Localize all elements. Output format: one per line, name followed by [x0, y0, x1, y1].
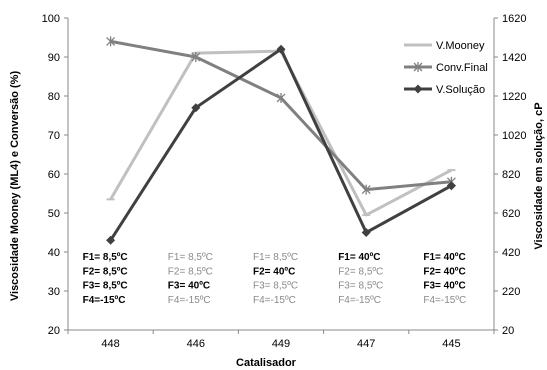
point-marker [106, 36, 116, 47]
point-marker [361, 228, 371, 237]
point-marker [446, 181, 456, 191]
legend-item: V.Mooney [404, 40, 485, 52]
annotation-text: F4=-15ºC [423, 295, 466, 306]
legend: V.Mooney Conv.Final V.Solução [404, 40, 488, 96]
annotation-text: F3= 8,5ºC [253, 281, 298, 292]
legend-item: Conv.Final [404, 62, 488, 74]
x-tick-label: 449 [272, 338, 290, 350]
point-marker [413, 62, 423, 72]
annotation-text: F1= 40ºC [338, 252, 380, 263]
point-marker [276, 44, 286, 54]
y-left-tick-label: 30 [48, 286, 60, 298]
y-right-tick-label: 1020 [502, 130, 526, 142]
point-marker [276, 92, 286, 103]
annotation-text: F3= 40ºC [168, 281, 210, 292]
annotation-text: F1= 8,5ºC [168, 252, 213, 263]
annotation-text: F3= 40ºC [423, 281, 465, 292]
annotation-text: F2= 8,5ºC [83, 266, 128, 277]
y-right-tick-label: 1420 [502, 52, 526, 64]
y-left-tick-label: 50 [48, 208, 60, 220]
y-left-tick-label: 80 [48, 91, 60, 103]
legend-label: V.Mooney [436, 40, 485, 52]
legend-item: V.Solução [404, 84, 485, 96]
x-tick-label: 446 [187, 338, 205, 350]
axes: 20 30 40 50 60 70 80 90 100 20 220 420 620 820 1020 122… [42, 13, 527, 350]
y-right-tick-label: 820 [502, 169, 520, 181]
series-v-mooney [106, 49, 456, 217]
y-right-tick-label: 620 [502, 208, 520, 220]
point-marker [106, 235, 116, 245]
annotation-text: F4=-15ºC [168, 295, 211, 306]
point-marker [191, 52, 201, 62]
annotation-text: F4=-15ºC [253, 295, 296, 306]
annotation-text: F3= 8,5ºC [83, 281, 128, 292]
y-right-tick-label: 1220 [502, 91, 526, 103]
y-right-tick-label: 1620 [502, 13, 526, 25]
point-marker [191, 103, 201, 113]
x-axis-label: Catalisador [236, 357, 297, 369]
x-tick-label: 447 [357, 338, 375, 350]
y-right-tick-label: 420 [502, 247, 520, 259]
series-line [110, 39, 452, 192]
annotation-text: F2= 8,5ºC [338, 266, 383, 277]
legend-label: V.Solução [436, 84, 485, 96]
x-tick-label: 448 [101, 338, 119, 350]
series-line [109, 47, 453, 242]
annotation-text: F2= 40ºC [423, 266, 465, 277]
y-right-tick-label: 220 [502, 286, 520, 298]
annotation-text: F1= 8,5ºC [253, 252, 298, 263]
y-left-tick-label: 100 [42, 13, 60, 25]
legend-label: Conv.Final [436, 62, 488, 74]
y-axis-left-label: Viscosidade Mooney (ML4) e Conversão (%) [9, 71, 21, 302]
annotation-text: F3= 8,5ºC [338, 281, 383, 292]
annotation-text: F1= 40ºC [423, 252, 465, 263]
annotations: F1= 8,5ºC F2= 8,5ºC F3= 8,5ºC F4=-15ºC F1= 8… [83, 252, 467, 306]
series [106, 36, 456, 245]
annotation-text: F4=-15ºC [83, 295, 126, 306]
point-marker [413, 84, 423, 94]
series-line [109, 49, 453, 217]
annotation-text: F2= 8,5ºC [168, 266, 213, 277]
y-left-tick-label: 90 [48, 52, 60, 64]
y-left-tick-label: 20 [48, 325, 60, 337]
y-left-tick-label: 60 [48, 169, 60, 181]
annotation-text: F2= 40ºC [253, 266, 295, 277]
y-left-tick-label: 70 [48, 130, 60, 142]
point-marker [361, 184, 371, 195]
annotation-text: F4=-15ºC [338, 295, 381, 306]
series-v-solucao [106, 44, 456, 245]
annotation-text: F1= 8,5ºC [83, 252, 128, 263]
y-axis-right-label: Viscosidade em solução, cP [533, 102, 545, 249]
y-right-tick-label: 20 [502, 325, 514, 337]
x-tick-label: 445 [442, 338, 460, 350]
y-left-tick-label: 40 [48, 247, 60, 259]
